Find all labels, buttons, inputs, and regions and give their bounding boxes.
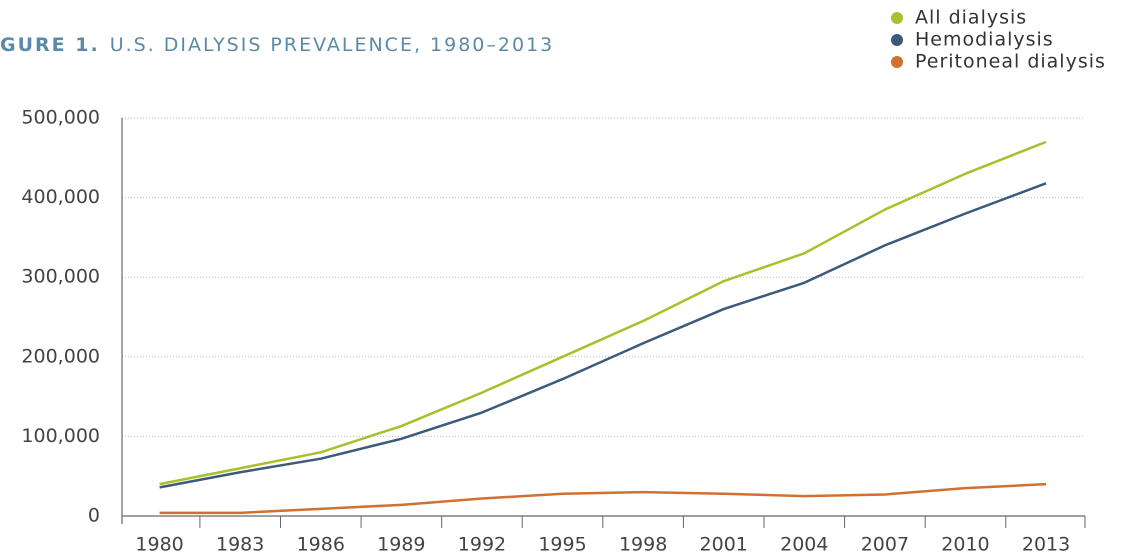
series-line: [159, 140, 1047, 486]
legend-swatch: [891, 56, 903, 68]
y-tick-label: 400,000: [21, 186, 100, 208]
y-tick-label: 300,000: [21, 266, 100, 288]
x-tick-label: 1992: [458, 534, 506, 552]
legend-label: Hemodialysis: [915, 29, 1054, 51]
x-tick-label: 2001: [700, 534, 748, 552]
x-tick-label: 1986: [297, 534, 345, 552]
x-tick-label: 1983: [216, 534, 264, 552]
x-tick-label: 1980: [135, 534, 183, 552]
figure-label: GURE 1.: [0, 34, 100, 56]
y-tick-label: 200,000: [21, 345, 100, 367]
y-tick-label: 100,000: [21, 425, 100, 447]
y-tick-label: 500,000: [21, 107, 100, 129]
legend-label: All dialysis: [915, 7, 1027, 29]
legend-swatch: [891, 12, 903, 24]
title-text: U.S. DIALYSIS PREVALENCE, 1980–2013: [110, 34, 555, 56]
y-tick-label: 0: [88, 505, 100, 527]
x-tick-label: 1989: [377, 534, 425, 552]
series-line: [159, 482, 1047, 515]
chart-title: GURE 1. U.S. DIALYSIS PREVALENCE, 1980–20…: [0, 34, 554, 56]
legend-swatch: [891, 34, 903, 46]
series-line: [159, 182, 1047, 489]
x-tick-label: 2013: [1022, 534, 1070, 552]
x-tick-label: 1998: [619, 534, 667, 552]
x-tick-label: 2010: [941, 534, 989, 552]
x-tick-label: 2007: [861, 534, 909, 552]
x-tick-label: 2004: [780, 534, 828, 552]
legend-label: Peritoneal dialysis: [915, 51, 1106, 73]
x-tick-label: 1995: [538, 534, 586, 552]
